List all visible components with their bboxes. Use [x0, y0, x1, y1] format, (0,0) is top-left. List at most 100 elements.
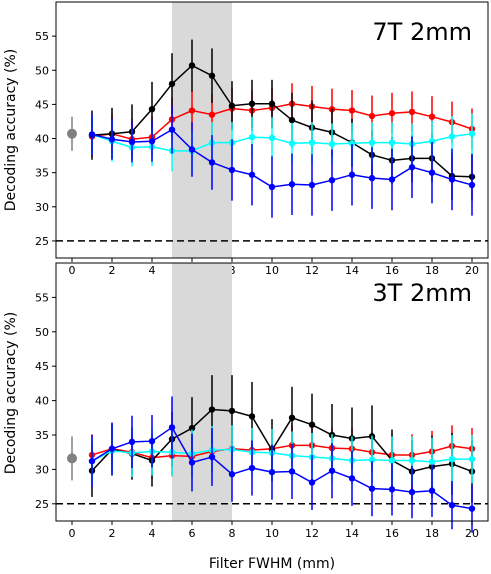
panel-title: 3T 2mm: [372, 279, 472, 307]
data-point: [248, 171, 256, 178]
data-point: [228, 471, 236, 478]
data-point: [188, 107, 196, 114]
x-tick-label: 4: [149, 527, 156, 540]
y-axis-label-bottom: Decoding accuracy (%): [3, 312, 19, 474]
data-point: [328, 140, 336, 148]
x-tick-label: 8: [229, 527, 236, 540]
y-tick-label: 55: [35, 30, 49, 43]
y-axis-label-top: Decoding accuracy (%): [3, 49, 19, 211]
x-tick-label: 20: [465, 527, 479, 540]
data-point: [268, 468, 276, 476]
data-point: [368, 112, 376, 120]
data-point: [168, 80, 176, 88]
data-point: [148, 138, 156, 145]
data-point: [208, 453, 216, 461]
data-point: [208, 72, 216, 79]
data-point: [428, 487, 436, 494]
panel-7t-2mm: 25303540455055024681012141618207T 2mm: [35, 1, 489, 277]
data-point: [448, 176, 456, 183]
x-tick-label: 20: [465, 264, 479, 277]
x-tick-label: 12: [305, 527, 319, 540]
data-point: [108, 136, 116, 143]
data-point: [388, 457, 396, 464]
data-point: [408, 457, 416, 464]
data-point: [428, 169, 436, 176]
data-point: [368, 485, 376, 492]
series-line: [91, 102, 473, 140]
highlight-band: [172, 2, 232, 258]
series-3: [88, 105, 476, 218]
series-line: [91, 448, 472, 463]
y-tick-label: 35: [35, 167, 49, 180]
x-tick-label: 6: [189, 527, 196, 540]
data-point: [328, 467, 336, 474]
x-tick-label: 4: [149, 264, 156, 277]
x-tick-label: 10: [265, 264, 279, 277]
data-point: [248, 100, 256, 107]
y-tick-label: 50: [35, 326, 49, 339]
data-point: [188, 424, 196, 432]
y-tick-label: 30: [35, 201, 49, 214]
data-point: [188, 62, 196, 69]
data-point: [468, 181, 476, 189]
data-point: [108, 445, 116, 452]
highlight-band: [172, 263, 232, 521]
data-point: [448, 501, 456, 509]
y-tick-label: 50: [35, 64, 49, 77]
data-point: [368, 139, 376, 146]
data-point: [208, 111, 216, 118]
data-point: [328, 176, 336, 184]
series-1: [88, 39, 476, 201]
series-line: [91, 408, 473, 473]
data-point: [188, 459, 196, 466]
x-axis-label: Filter FWHM (mm): [209, 556, 335, 572]
y-tick-label: 55: [35, 291, 49, 304]
data-point: [148, 105, 156, 113]
data-point: [288, 181, 296, 188]
data-point: [248, 464, 256, 472]
data-point: [388, 486, 396, 493]
series-line: [91, 426, 473, 510]
x-tick-label: 16: [385, 527, 399, 540]
y-tick-label: 40: [35, 395, 49, 408]
data-point: [248, 133, 256, 141]
data-point: [408, 488, 416, 496]
data-point: [208, 406, 216, 413]
data-point: [228, 102, 236, 109]
x-tick-label: 10: [265, 527, 279, 540]
data-point: [88, 131, 96, 138]
series-3: [88, 396, 476, 533]
data-point: [368, 456, 376, 463]
data-point: [408, 164, 416, 171]
data-point: [428, 138, 436, 145]
series-1: [88, 375, 476, 503]
data-point: [268, 183, 276, 191]
data-point: [288, 140, 296, 147]
baseline-point: [67, 128, 77, 139]
x-tick-label: 2: [109, 264, 116, 277]
y-tick-label: 25: [35, 498, 49, 511]
baseline-point: [67, 453, 77, 464]
data-point: [468, 455, 476, 463]
series-0: [88, 83, 476, 160]
data-point: [308, 421, 316, 428]
y-tick-label: 45: [35, 360, 49, 373]
data-point: [348, 140, 356, 147]
data-point: [128, 438, 136, 446]
x-tick-label: 0: [69, 527, 76, 540]
data-point: [428, 113, 436, 120]
data-point: [348, 171, 356, 178]
series-line: [91, 133, 473, 152]
data-point: [468, 505, 476, 512]
data-point: [308, 139, 316, 146]
data-point: [448, 455, 456, 463]
data-point: [248, 413, 256, 420]
data-point: [308, 181, 316, 189]
x-tick-label: 18: [425, 264, 439, 277]
x-tick-label: 12: [305, 264, 319, 277]
y-tick-label: 40: [35, 133, 49, 146]
data-point: [288, 468, 296, 475]
data-point: [268, 100, 276, 107]
x-tick-label: 0: [69, 264, 76, 277]
